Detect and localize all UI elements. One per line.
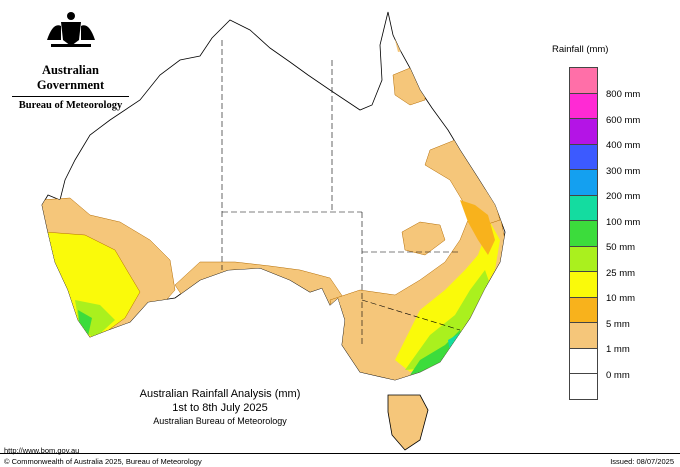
legend-swatch [569,194,598,220]
copyright-text: © Commonwealth of Australia 2025, Bureau… [4,457,202,466]
rain-se-10mm [395,222,500,372]
legend-swatch [569,118,598,144]
legend-label: 800 mm [606,89,641,100]
rain-se-25mm [405,270,492,370]
legend-swatch [569,271,598,297]
legend-swatch [569,245,598,271]
coat-of-arms-icon [46,12,95,47]
logo-divider [12,96,129,97]
legend-swatch [569,373,598,400]
tasmania [387,394,429,451]
legend-swatch [569,169,598,195]
legend-label: 1 mm [606,344,630,355]
bureau-label: Bureau of Meteorology [18,100,123,111]
government-label: Australian Government [36,63,105,92]
legend-label: 100 mm [606,216,641,228]
legend-swatch [569,143,598,169]
title-line-3: Australian Bureau of Meteorology [153,416,287,426]
legend-swatch [569,220,598,246]
legend-label: 400 mm [606,140,641,151]
legend-label: 600 mm [606,114,641,126]
legend-label: 200 mm [606,191,641,202]
issued-date: Issued: 08/07/2025 [610,457,674,466]
legend-label: 25 mm [606,267,636,279]
rain-qld-blob [401,221,446,256]
legend-label: 10 mm [606,293,636,304]
legend-swatch [569,67,598,93]
map-title: Australian Rainfall Analysis (mm) 1st to… [120,387,320,428]
legend-swatch [569,347,598,373]
legend [569,67,598,400]
title-line-2: 1st to 8th July 2025 [172,402,268,414]
legend-swatch [569,92,598,118]
rainfall-map [41,11,506,451]
state-borders [221,40,461,345]
legend-swatch [569,296,598,322]
legend-label: 300 mm [606,165,641,177]
footer-divider [0,453,680,454]
government-logo: Australian Government Bureau of Meteorol… [8,10,133,111]
bom-url-link[interactable]: http://www.bom.gov.au [4,446,80,455]
rain-east-coast-10mm [460,200,495,255]
legend-label: 5 mm [606,318,630,330]
legend-label: 0 mm [606,369,630,381]
legend-label: 50 mm [606,242,636,253]
legend-swatch [569,322,598,348]
legend-title: Rainfall (mm) [552,44,609,55]
title-line-1: Australian Rainfall Analysis (mm) [139,388,301,400]
